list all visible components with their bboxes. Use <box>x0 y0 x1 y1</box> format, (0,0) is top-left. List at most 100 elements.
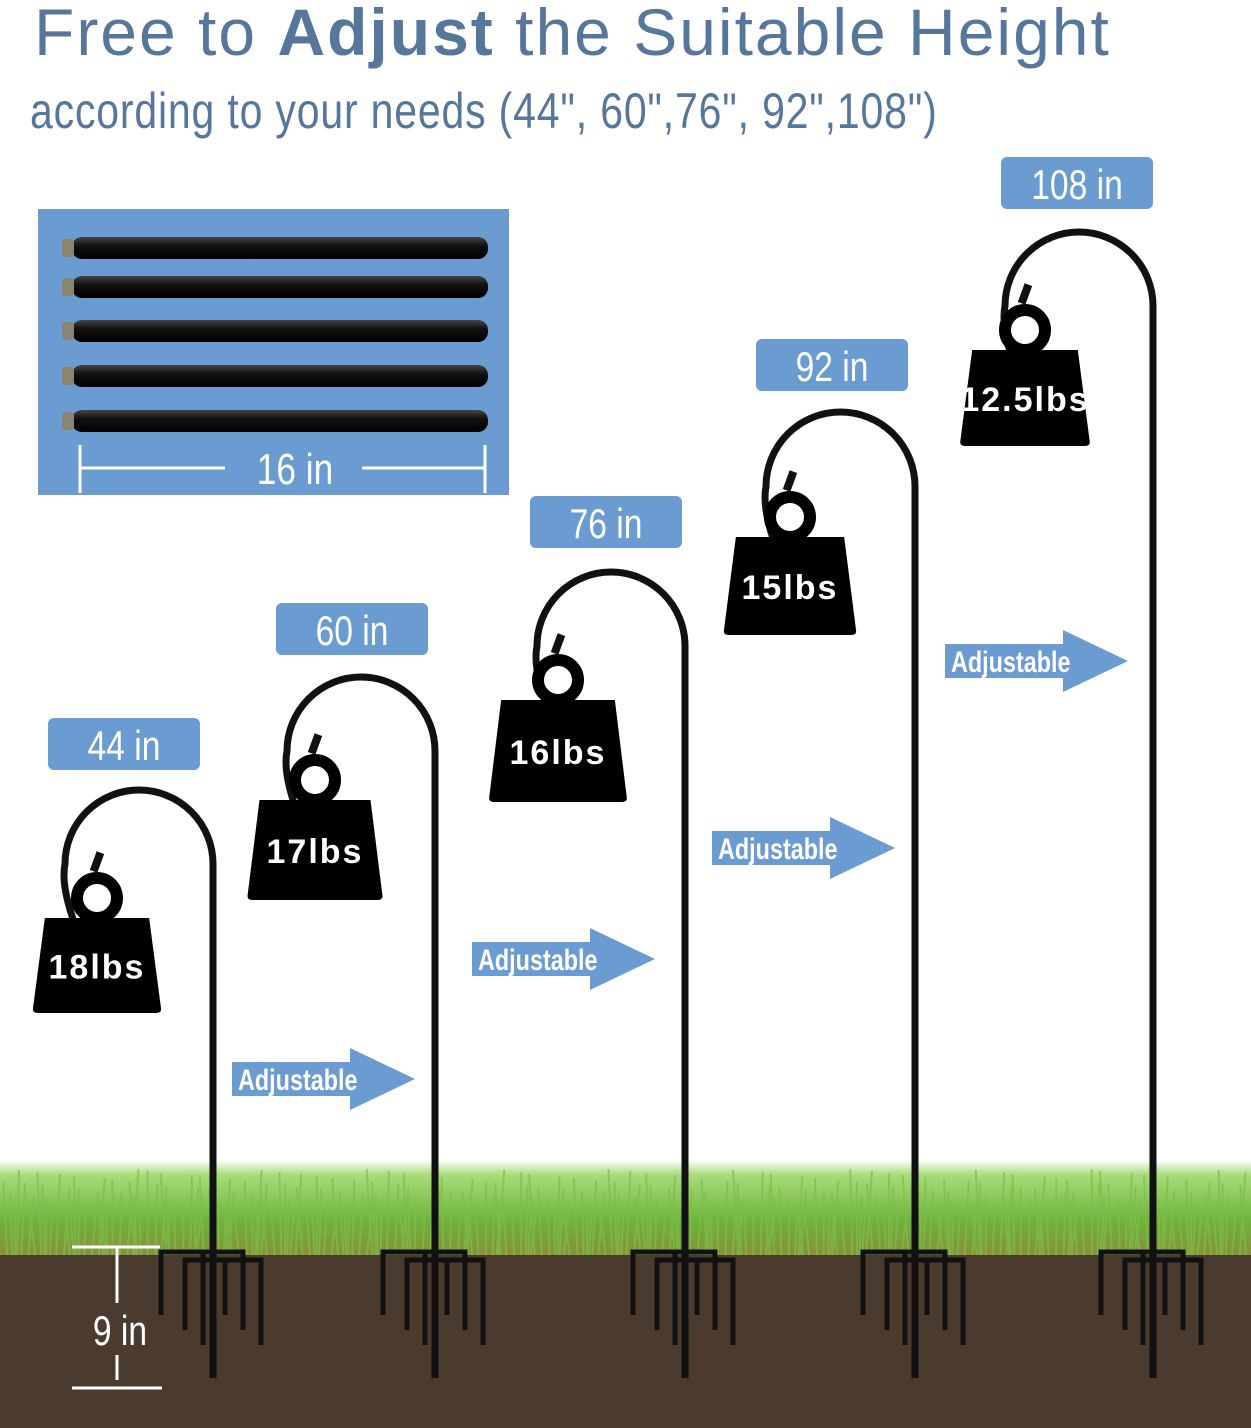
grass-blade <box>288 1210 295 1259</box>
grass-blade <box>351 1179 356 1259</box>
grass-blade <box>338 1190 345 1259</box>
rod <box>72 237 488 259</box>
grass-blade <box>1107 1183 1114 1259</box>
grass-blade <box>374 1194 379 1259</box>
grass-blade <box>20 1182 27 1259</box>
grass-blade <box>407 1185 412 1259</box>
grass-blade <box>956 1217 961 1259</box>
grass-blade <box>225 1204 234 1259</box>
grass-blade <box>672 1200 679 1259</box>
weight-icon: 12.5lbs <box>960 283 1090 446</box>
grass-blade <box>709 1204 714 1259</box>
grass-blade <box>963 1180 970 1259</box>
grass-blade <box>193 1187 200 1259</box>
grass-blade <box>645 1172 650 1259</box>
grass-blade <box>759 1171 764 1259</box>
grass-blade <box>558 1188 565 1259</box>
grass-blade <box>889 1185 894 1259</box>
height-label: 60 in <box>316 609 389 655</box>
grass-blade <box>126 1205 133 1259</box>
height-label-box: 92 in <box>756 339 908 391</box>
grass-blade <box>457 1202 462 1259</box>
grass-blade <box>254 1206 259 1259</box>
shepherd-hook-3: 16lbs <box>489 568 736 1378</box>
grass-blade <box>72 1175 77 1259</box>
grass-blade <box>1098 1170 1107 1259</box>
grass-blade <box>1116 1196 1121 1259</box>
grass-blade <box>1027 1199 1032 1259</box>
grass-blade <box>1002 1197 1011 1259</box>
grass-blade <box>1128 1172 1133 1259</box>
grass-blade <box>331 1177 340 1259</box>
shepherd-hook-1: 18lbs <box>32 786 264 1378</box>
depth-label: 9 in <box>93 1309 147 1355</box>
grass-blade <box>370 1181 377 1259</box>
adjustable-arrow: Adjustable <box>472 928 655 990</box>
grass-blade <box>922 1176 927 1259</box>
rod <box>72 320 488 342</box>
rod-connector <box>62 239 74 257</box>
height-label: 92 in <box>796 345 869 391</box>
grass-blade <box>467 1204 474 1259</box>
grass-blade <box>1168 1202 1177 1259</box>
grass-blade <box>1204 1193 1213 1259</box>
grass-blade <box>1162 1176 1169 1259</box>
grass-blade <box>527 1173 536 1259</box>
grass-blade <box>402 1172 409 1259</box>
grass-blade <box>461 1191 470 1259</box>
grass-blade <box>269 1208 276 1259</box>
grass-blade <box>1212 1206 1219 1259</box>
grass-blade <box>607 1168 614 1259</box>
grass-blade <box>357 1192 364 1259</box>
grass-blade <box>160 1196 167 1259</box>
grass-blade <box>501 1195 508 1259</box>
grass-blade <box>1217 1169 1222 1259</box>
grass-blade <box>1202 1180 1211 1259</box>
rod <box>72 276 488 298</box>
grass-blade <box>295 1186 304 1259</box>
height-label-box: 60 in <box>276 603 428 655</box>
grass-blade <box>858 1194 863 1259</box>
grass-blade <box>304 1199 311 1259</box>
grass-blade <box>1099 1194 1106 1259</box>
shepherd-hook-4: 15lbs <box>723 408 966 1378</box>
grass-blade <box>793 1212 798 1259</box>
rod-connector <box>62 367 74 385</box>
grass-blade <box>164 1185 171 1259</box>
weight-label: 15lbs <box>742 569 839 607</box>
grass-blade <box>1192 1204 1197 1259</box>
grass-blade <box>104 1216 109 1259</box>
grass-blade <box>865 1183 874 1259</box>
height-label-box: 44 in <box>48 718 200 770</box>
grass-blade <box>227 1191 236 1259</box>
grass-blade <box>796 1201 805 1259</box>
grass-blade <box>591 1179 598 1259</box>
rod-connector <box>62 278 74 296</box>
grass-blade <box>322 1201 329 1259</box>
rod-connector <box>62 322 74 340</box>
grass-blade <box>765 1184 772 1259</box>
grass-blade <box>36 1171 43 1259</box>
weight-icon: 17lbs <box>247 733 383 900</box>
grass-blade <box>598 1205 607 1259</box>
weight-icon: 15lbs <box>723 470 857 635</box>
grass-blade <box>54 1173 61 1259</box>
grass-blade <box>620 1207 625 1259</box>
grass-blade <box>580 1190 585 1259</box>
height-label: 44 in <box>88 724 161 770</box>
grass-blade <box>653 1198 658 1259</box>
page-title: Free to Adjust the Suitable Height <box>34 0 1111 70</box>
grass-blade <box>385 1170 390 1259</box>
grass-blade <box>494 1182 503 1259</box>
ground-stake-fork <box>1098 1249 1204 1345</box>
grass-blade <box>572 1177 579 1259</box>
title-part: Free to <box>34 0 278 69</box>
height-label-box: 108 in <box>1001 157 1153 209</box>
grass-blade <box>511 1208 516 1259</box>
ground-stake-fork <box>630 1249 736 1345</box>
grass-blade <box>700 1178 709 1259</box>
grass-blade <box>100 1203 107 1259</box>
grass-blade <box>393 1183 400 1259</box>
adjustable-arrow: Adjustable <box>945 630 1128 692</box>
